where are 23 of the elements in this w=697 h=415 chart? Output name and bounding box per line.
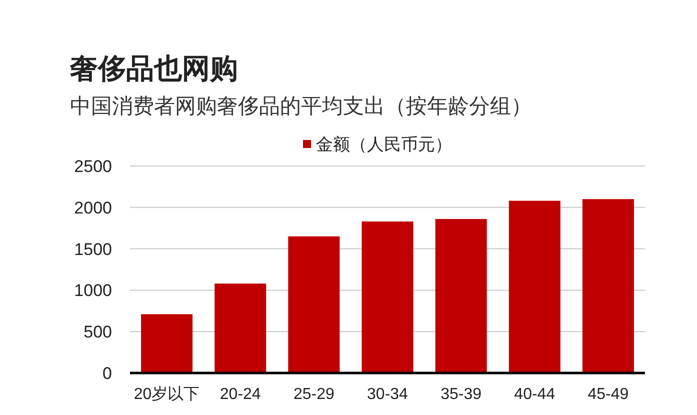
y-tick-label: 1500: [74, 240, 112, 259]
x-tick-label: 45-49: [588, 386, 629, 403]
y-tick-label: 0: [102, 364, 112, 383]
bar: [214, 284, 266, 373]
bar: [508, 200, 560, 373]
chart-title: 奢侈品也网购: [69, 53, 238, 84]
bar: [582, 199, 634, 373]
legend-label: 金额（人民币元）: [316, 135, 452, 154]
x-tick-label: 30-34: [367, 386, 408, 403]
x-tick-label: 20岁以下: [134, 385, 200, 403]
bar: [141, 314, 193, 373]
y-tick-label: 1000: [74, 281, 112, 300]
chart-subtitle: 中国消费者网购奢侈品的平均支出（按年龄分组）: [70, 95, 532, 118]
x-tick-label: 35-39: [440, 386, 482, 403]
bar: [435, 218, 487, 373]
x-tick-label: 40-44: [514, 386, 556, 403]
y-tick-label: 2500: [74, 157, 112, 176]
x-tick-label: 20-24: [220, 386, 261, 403]
x-tick-label: 25-29: [293, 386, 334, 403]
y-tick-label: 500: [84, 322, 112, 342]
bar: [288, 236, 340, 373]
bar: [362, 221, 414, 373]
y-tick-label: 2000: [74, 198, 112, 218]
